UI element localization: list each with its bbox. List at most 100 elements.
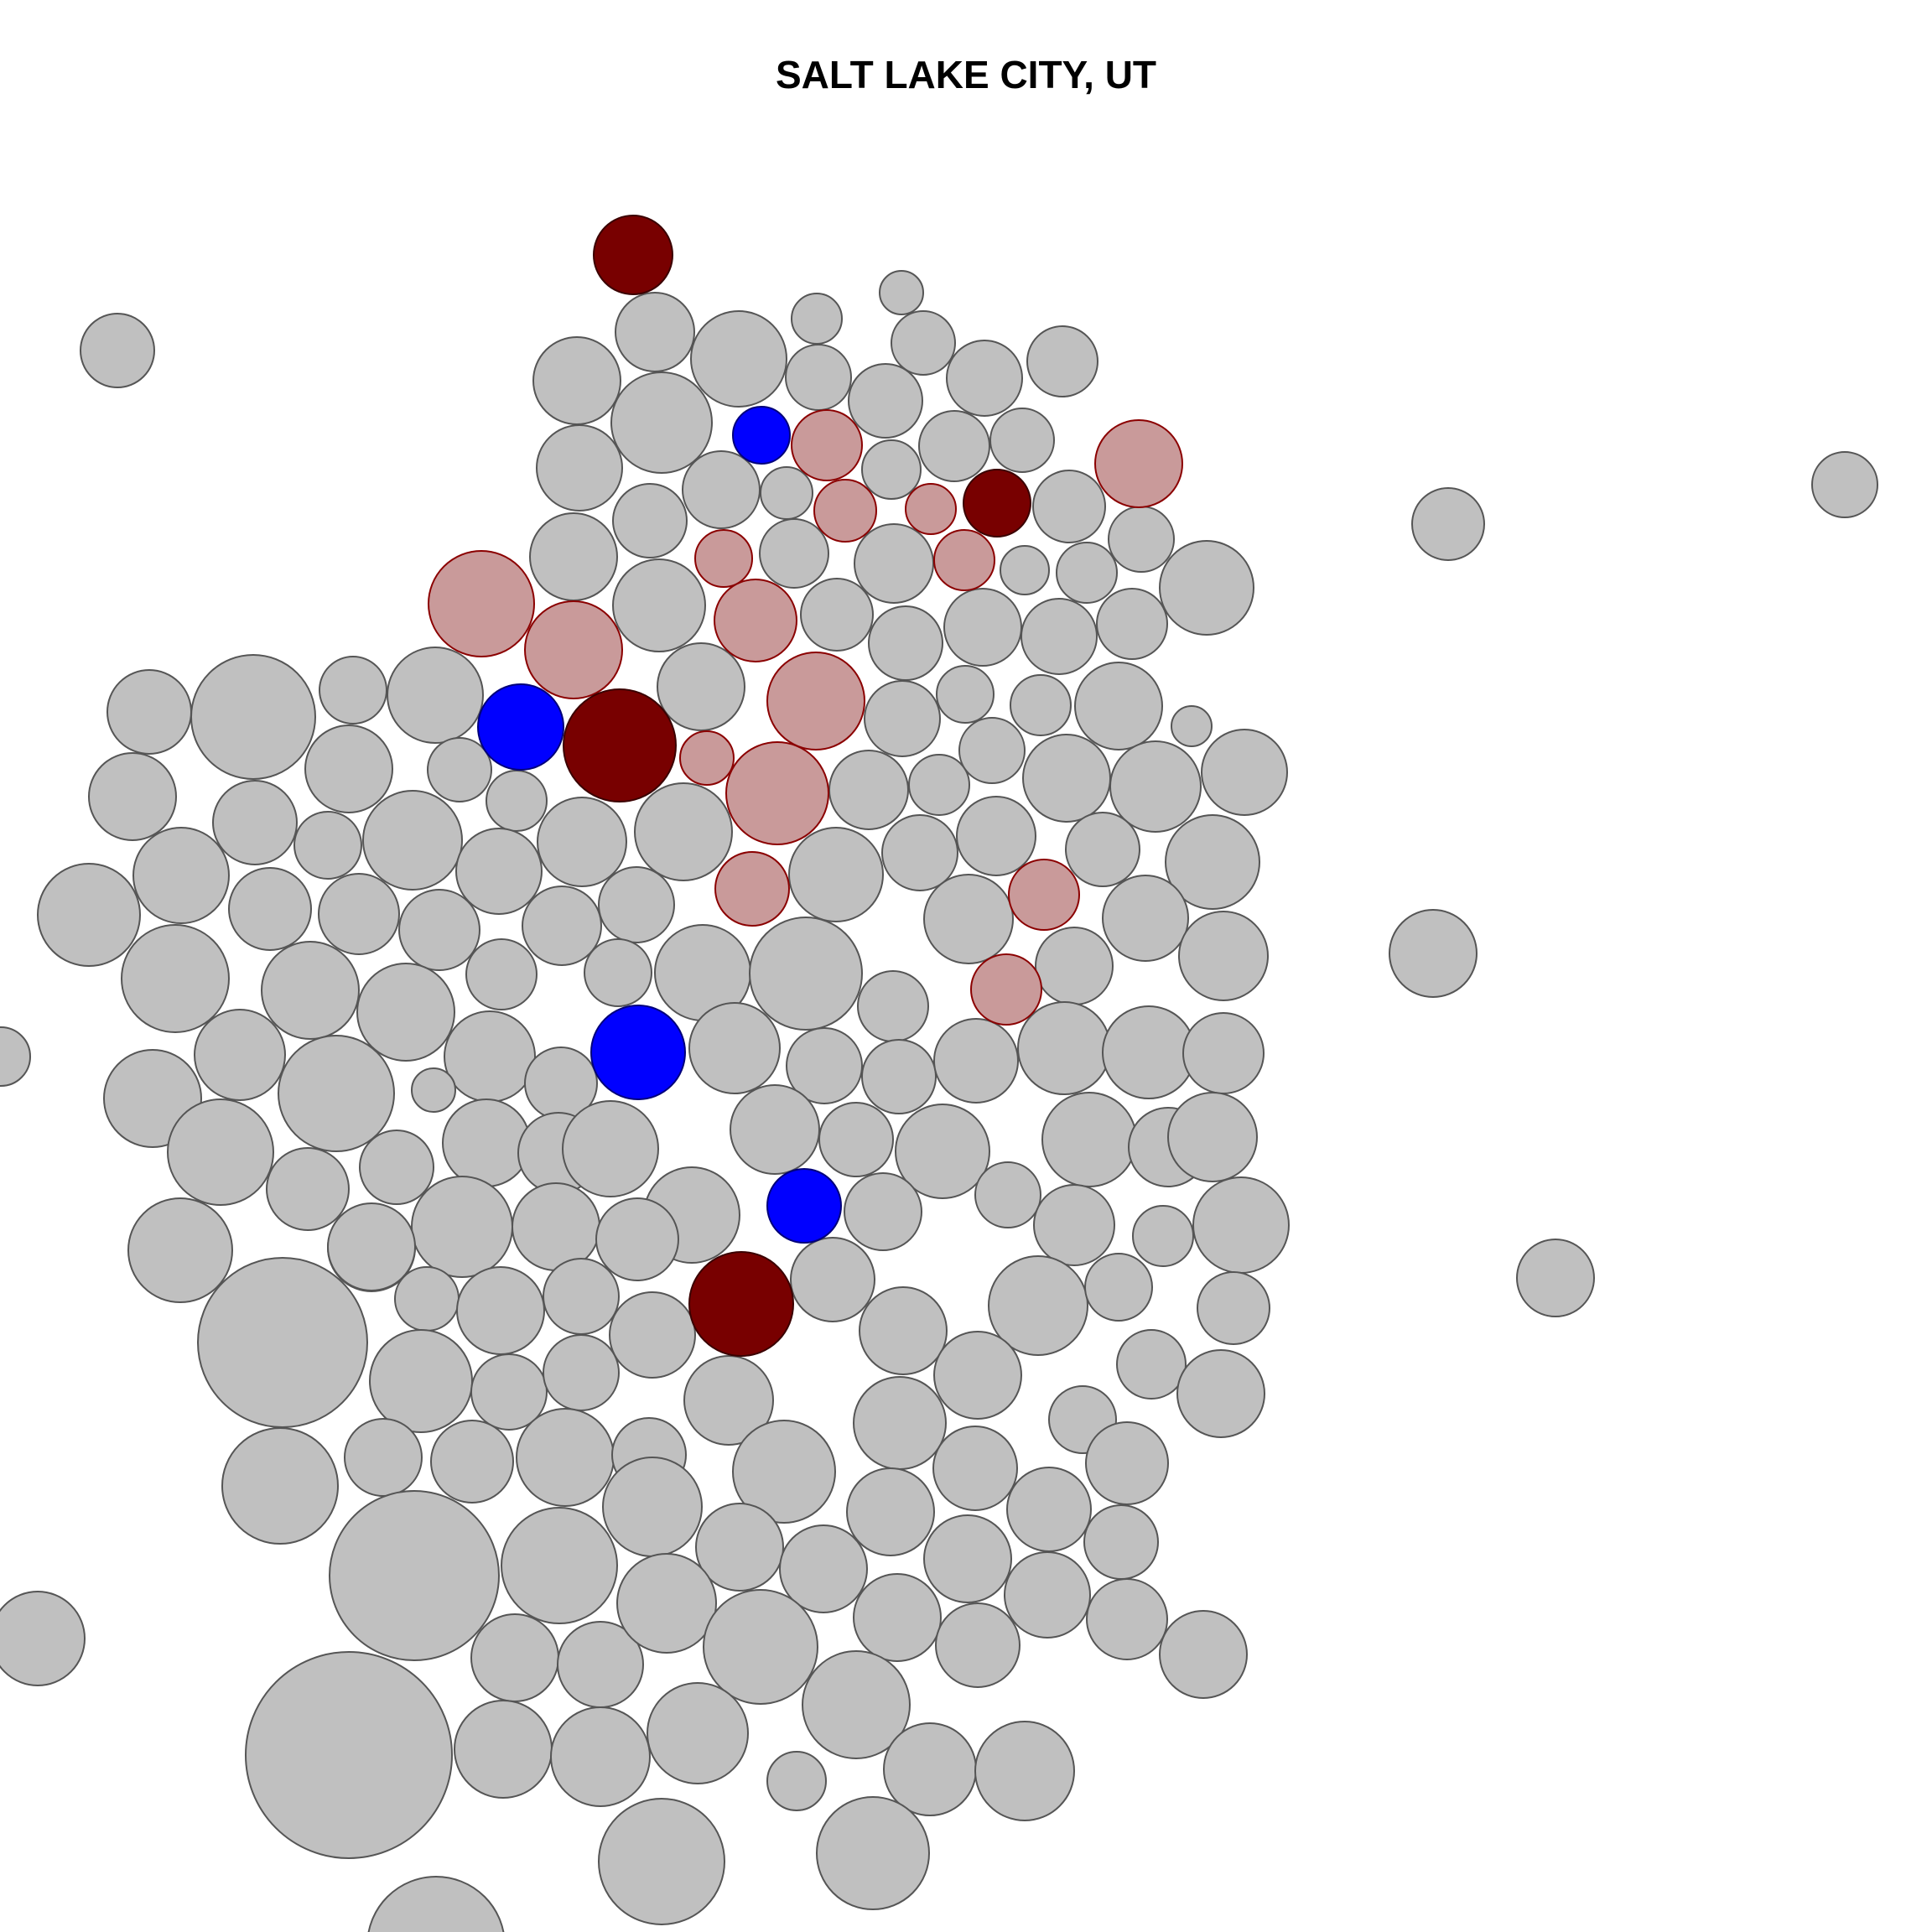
bubble-neutral-53	[1109, 740, 1202, 833]
bubble-neutral-23	[529, 512, 618, 601]
bubble-neutral-66	[228, 867, 312, 951]
bubble-neutral-25	[854, 523, 934, 604]
bubble-neutral-46	[304, 724, 393, 813]
bubble-light-red-13	[1008, 859, 1080, 931]
bubble-neutral-52	[1022, 734, 1111, 823]
bubble-neutral-94	[1017, 1001, 1111, 1095]
bubble-neutral-44	[1171, 705, 1213, 747]
bubble-neutral-107	[818, 1102, 894, 1177]
bubble-neutral-136	[470, 1353, 548, 1431]
bubble-neutral-45	[88, 752, 177, 841]
bubble-neutral-61	[956, 796, 1036, 876]
bubble-neutral-84	[1178, 911, 1269, 1001]
bubble-blue-3	[766, 1168, 842, 1244]
bubble-neutral-148	[516, 1408, 615, 1507]
bubble-neutral-10	[946, 340, 1023, 417]
bubble-neutral-166	[703, 1589, 818, 1705]
bubble-neutral-177	[883, 1722, 977, 1816]
bubble-neutral-41	[936, 665, 995, 724]
bubble-neutral-152	[1006, 1467, 1092, 1552]
bubble-neutral-170	[1159, 1610, 1248, 1699]
bubble-neutral-159	[923, 1514, 1012, 1603]
bubble-neutral-130	[859, 1286, 948, 1375]
bubble-neutral-180	[816, 1796, 930, 1910]
bubble-neutral-173	[550, 1706, 651, 1807]
bubble-neutral-121	[1192, 1176, 1290, 1274]
bubble-neutral-132	[1084, 1253, 1153, 1322]
bubble-neutral-34	[1096, 588, 1168, 660]
bubble-neutral-65	[37, 863, 141, 967]
bubble-strong-red-2	[563, 688, 677, 802]
chart-title: SALT LAKE CITY, UT	[775, 53, 1157, 96]
bubble-neutral-27	[1056, 542, 1118, 604]
bubble-neutral-43	[1074, 662, 1163, 750]
bubble-neutral-92	[861, 1039, 937, 1114]
bubble-neutral-128	[609, 1291, 696, 1379]
bubble-neutral-95	[1102, 1005, 1196, 1099]
bubble-neutral-174	[647, 1682, 749, 1784]
bubble-blue-2	[590, 1005, 686, 1100]
bubble-neutral-77	[356, 963, 455, 1062]
bubble-neutral-150	[846, 1467, 935, 1556]
bubble-neutral-81	[749, 917, 863, 1031]
bubble-neutral-161	[1083, 1504, 1159, 1580]
bubble-neutral-20	[1811, 451, 1878, 518]
bubble-neutral-167	[853, 1573, 942, 1662]
bubble-neutral-123	[127, 1197, 233, 1303]
bubble-light-red-14	[970, 953, 1042, 1026]
bubble-neutral-68	[398, 889, 480, 971]
bubble-neutral-38	[387, 647, 484, 744]
bubble-neutral-4	[690, 310, 787, 408]
bubble-neutral-87	[278, 1035, 395, 1152]
bubble-neutral-154	[329, 1490, 500, 1661]
bubble-neutral-21	[612, 483, 688, 558]
bubble-neutral-6	[1026, 325, 1098, 397]
bubble-neutral-112	[266, 1147, 350, 1231]
bubble-light-red-0	[791, 409, 863, 481]
bubble-neutral-51	[958, 717, 1026, 784]
bubble-neutral-54	[1201, 729, 1288, 816]
bubble-neutral-85	[1389, 909, 1478, 998]
bubble-neutral-117	[844, 1172, 922, 1251]
bubble-light-red-1	[1094, 419, 1183, 508]
bubble-neutral-7	[532, 336, 621, 425]
bubble-neutral-135	[369, 1329, 473, 1433]
bubble-neutral-146	[344, 1418, 423, 1497]
bubble-neutral-108	[895, 1104, 990, 1199]
bubble-neutral-102	[442, 1098, 531, 1187]
bubble-neutral-93	[933, 1018, 1019, 1104]
bubble-neutral-140	[853, 1376, 947, 1470]
bubble-neutral-176	[766, 1751, 827, 1811]
bubble-neutral-147	[430, 1420, 514, 1504]
bubble-neutral-169	[1086, 1578, 1168, 1660]
bubble-neutral-144	[1176, 1349, 1265, 1438]
bubble-neutral-129	[790, 1237, 875, 1322]
bubble-neutral-1	[879, 270, 924, 315]
bubble-strong-red-3	[688, 1251, 794, 1357]
bubble-neutral-28	[1159, 540, 1254, 636]
bubble-blue-1	[477, 683, 564, 771]
bubble-neutral-78	[465, 938, 538, 1010]
bubble-neutral-139	[732, 1420, 836, 1524]
bubble-strong-red-0	[593, 215, 673, 295]
bubble-light-red-10	[679, 730, 735, 786]
bubble-neutral-48	[486, 770, 548, 832]
bubble-neutral-114	[411, 1176, 513, 1278]
bubble-neutral-60	[881, 814, 958, 891]
bubble-neutral-72	[788, 827, 884, 922]
bubble-neutral-101	[411, 1067, 456, 1113]
bubble-neutral-40	[864, 680, 941, 757]
bubble-neutral-70	[522, 886, 602, 966]
bubble-light-red-9	[766, 652, 865, 750]
bubble-neutral-75	[121, 924, 230, 1033]
bubble-neutral-14	[536, 424, 623, 512]
bubble-neutral-57	[362, 790, 463, 891]
bubble-neutral-127	[543, 1258, 620, 1335]
bubble-neutral-82	[857, 970, 929, 1042]
bubble-neutral-16	[760, 466, 813, 520]
bubble-neutral-18	[1032, 470, 1106, 543]
bubble-neutral-3	[615, 292, 695, 372]
bubble-neutral-133	[1197, 1271, 1270, 1345]
bubble-neutral-88	[444, 1010, 536, 1103]
